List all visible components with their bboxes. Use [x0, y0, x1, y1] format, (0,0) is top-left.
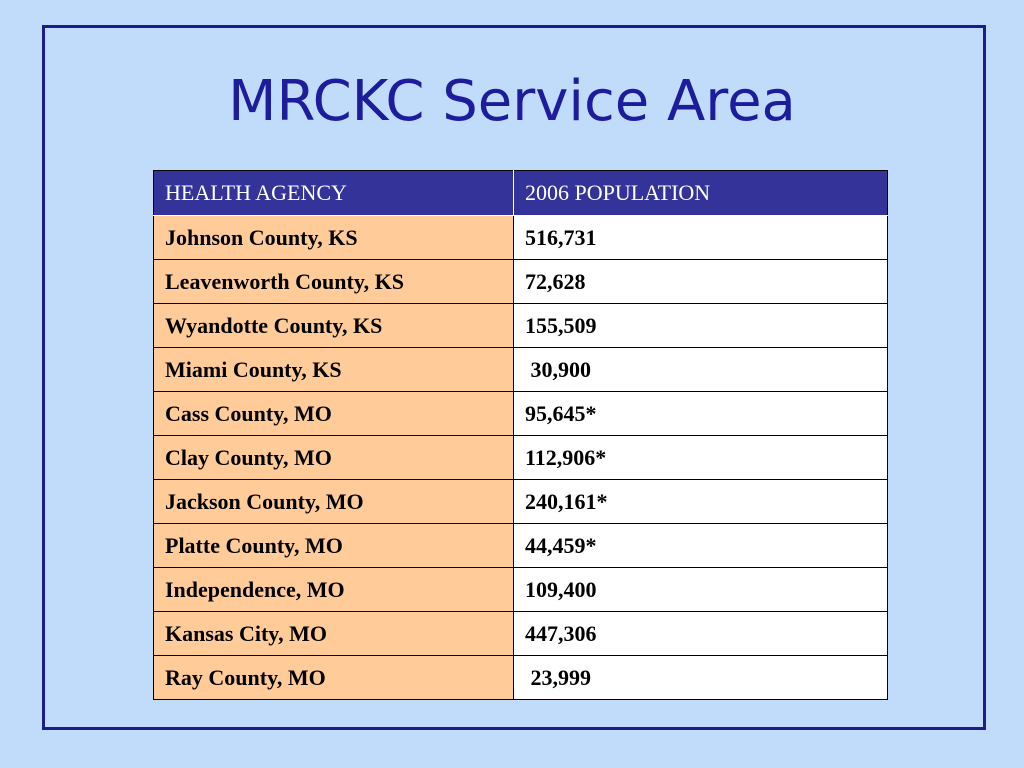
population-cell: 44,459*: [513, 523, 888, 568]
agency-cell: Miami County, KS: [153, 347, 514, 392]
agency-cell: Clay County, MO: [153, 435, 514, 480]
population-cell: 30,900: [513, 347, 888, 392]
population-table: HEALTH AGENCY 2006 POPULATION Johnson Co…: [153, 170, 888, 700]
column-header-agency: HEALTH AGENCY: [153, 170, 514, 216]
table-row: Clay County, MO 112,906*: [153, 435, 888, 480]
table-row: Leavenworth County, KS 72,628: [153, 259, 888, 304]
table-row: Wyandotte County, KS 155,509: [153, 303, 888, 348]
agency-cell: Independence, MO: [153, 567, 514, 612]
table-row: Cass County, MO 95,645*: [153, 391, 888, 436]
table-row: Johnson County, KS 516,731: [153, 215, 888, 260]
table-row: Kansas City, MO 447,306: [153, 611, 888, 656]
table-row: Miami County, KS 30,900: [153, 347, 888, 392]
population-cell: 447,306: [513, 611, 888, 656]
agency-cell: Johnson County, KS: [153, 215, 514, 260]
population-cell: 155,509: [513, 303, 888, 348]
population-cell: 23,999: [513, 655, 888, 700]
table-row: Jackson County, MO 240,161*: [153, 479, 888, 524]
agency-cell: Leavenworth County, KS: [153, 259, 514, 304]
agency-cell: Wyandotte County, KS: [153, 303, 514, 348]
agency-cell: Cass County, MO: [153, 391, 514, 436]
agency-cell: Jackson County, MO: [153, 479, 514, 524]
table-row: Ray County, MO 23,999: [153, 655, 888, 700]
table-header-row: HEALTH AGENCY 2006 POPULATION: [153, 170, 888, 216]
slide-title: MRCKC Service Area: [228, 69, 796, 134]
population-cell: 516,731: [513, 215, 888, 260]
column-header-population: 2006 POPULATION: [513, 170, 888, 216]
population-cell: 109,400: [513, 567, 888, 612]
population-cell: 240,161*: [513, 479, 888, 524]
population-cell: 72,628: [513, 259, 888, 304]
slide-frame: [42, 25, 986, 730]
table-row: Platte County, MO 44,459*: [153, 523, 888, 568]
table-row: Independence, MO 109,400: [153, 567, 888, 612]
agency-cell: Platte County, MO: [153, 523, 514, 568]
population-cell: 112,906*: [513, 435, 888, 480]
population-cell: 95,645*: [513, 391, 888, 436]
agency-cell: Ray County, MO: [153, 655, 514, 700]
agency-cell: Kansas City, MO: [153, 611, 514, 656]
